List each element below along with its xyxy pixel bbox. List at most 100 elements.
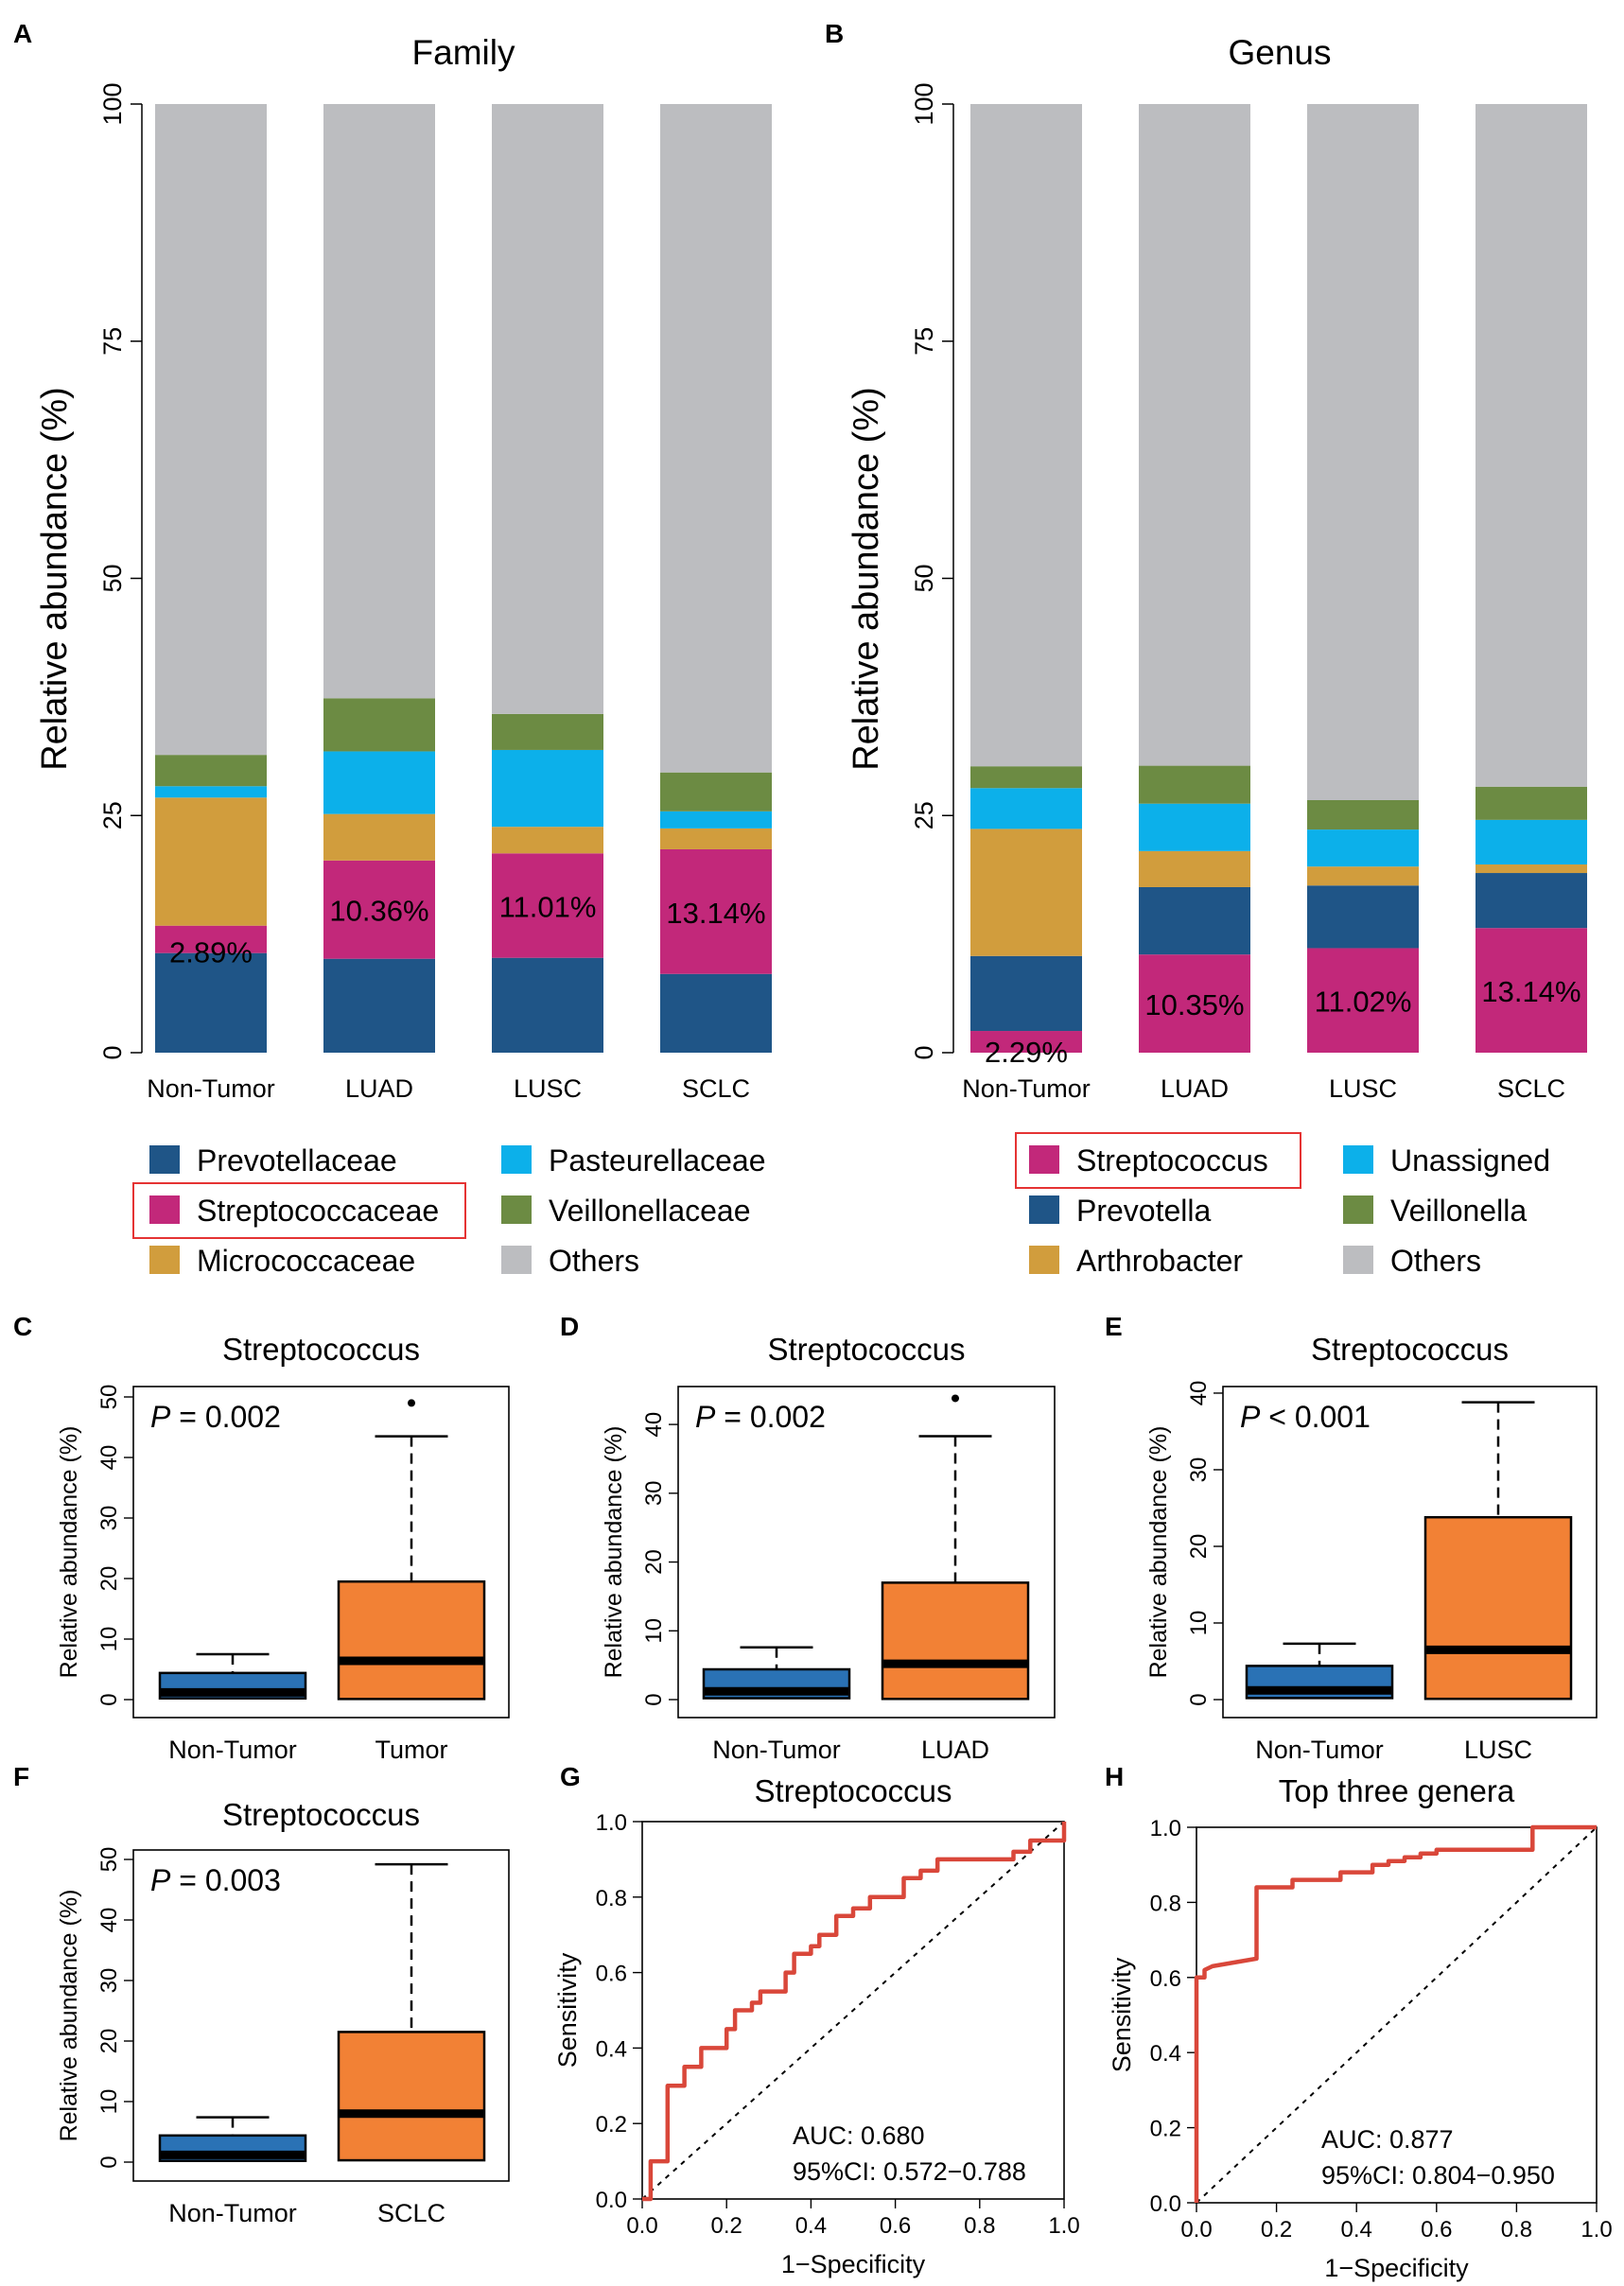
- y-axis-label: Sensitivity: [553, 1952, 582, 2068]
- legend-swatch: [1343, 1195, 1373, 1224]
- legend-swatch: [1343, 1145, 1373, 1174]
- reference-diagonal: [641, 1821, 1065, 2200]
- legend-swatch: [501, 1195, 532, 1224]
- x-category-label: LUAD: [921, 1736, 989, 1764]
- x-tick-label: 0.6: [880, 2213, 911, 2239]
- data-label: 10.36%: [329, 895, 428, 928]
- y-tick-label: 1.0: [596, 1810, 627, 1836]
- chart-title: Top three genera: [1279, 1773, 1515, 1808]
- bar-segment-veillonellaceae: [492, 713, 603, 750]
- x-tick-label: 0.8: [964, 2213, 995, 2239]
- plot-frame: [677, 1386, 1056, 1719]
- p-value: P < 0.001: [1240, 1400, 1371, 1434]
- x-category-label: LUSC: [1329, 1074, 1397, 1103]
- legend-swatch: [149, 1246, 180, 1274]
- x-category-label: LUAD: [345, 1074, 413, 1103]
- p-value: P = 0.003: [150, 1863, 281, 1897]
- chart-title: Family: [412, 33, 515, 72]
- bar-segment-prevotella: [970, 955, 1082, 1032]
- outlier-point: [408, 1399, 415, 1407]
- x-category-label: Non-Tumor: [712, 1736, 841, 1764]
- box-plot-c: Streptococcus 0 10 20 30 40 50 Relative abundan…: [56, 1332, 510, 1764]
- legend-swatch: [501, 1246, 532, 1274]
- x-category-label: Non-Tumor: [962, 1074, 1091, 1103]
- bar-segment-streptococcus: [1476, 928, 1587, 1053]
- stacked-bar-chart-a: Family 0 25 50 75 100 Relative abundance (%) No…: [35, 33, 772, 1103]
- roc-line: [1194, 1824, 1597, 2203]
- y-tick-label: 40: [641, 1412, 667, 1438]
- y-tick-label: 0.2: [596, 2112, 627, 2138]
- y-tick-label: 10: [96, 2089, 122, 2115]
- bar-segment-others: [1139, 104, 1250, 766]
- y-tick-label: 25: [910, 801, 938, 829]
- bar-segment-others: [1476, 104, 1587, 787]
- y-axis-label: Relative abundance (%): [56, 1426, 82, 1679]
- panel-label-e: E: [1105, 1312, 1123, 1341]
- auc-label: AUC: 0.680: [793, 2121, 925, 2150]
- panel-label-a: A: [13, 19, 32, 48]
- x-tick-label: 0.4: [795, 2213, 827, 2239]
- y-tick-label: 0: [1186, 1693, 1212, 1705]
- y-tick-label: 0.0: [596, 2188, 627, 2213]
- data-label: 13.14%: [1481, 975, 1580, 1008]
- bar-segment-unassigned: [1476, 819, 1587, 865]
- ci-label: 95%CI: 0.804−0.950: [1321, 2161, 1555, 2190]
- bar-segment-prevotellaceae: [155, 952, 267, 1053]
- x-category-label: LUAD: [1161, 1074, 1229, 1103]
- bar-segment-pasteurellaceae: [323, 751, 435, 814]
- y-tick-label: 20: [641, 1549, 667, 1575]
- bar-segment-micrococcaceae: [323, 813, 435, 861]
- box: [337, 2031, 486, 2162]
- auc-label: AUC: 0.877: [1321, 2125, 1454, 2154]
- legend-swatch: [1343, 1246, 1373, 1274]
- bar-segment-unassigned: [1139, 803, 1250, 851]
- bar-segment-veillonella: [1307, 800, 1419, 830]
- bar-segment-streptococcaceae: [323, 860, 435, 959]
- legend-swatch: [1029, 1246, 1059, 1274]
- x-tick-label: 0.8: [1501, 2217, 1532, 2242]
- legend-swatch: [149, 1195, 180, 1224]
- y-tick-label: 50: [98, 564, 127, 592]
- legend-label: Prevotella: [1076, 1194, 1212, 1228]
- y-axis-label: Relative abundance (%): [1145, 1426, 1172, 1679]
- legend-family: Prevotellaceae Streptococcaceae Micrococca…: [132, 1143, 765, 1278]
- y-tick-label: 0: [98, 1045, 127, 1059]
- bar-segment-others: [155, 104, 267, 756]
- box: [337, 1579, 486, 1701]
- legend-label: Streptococcaceae: [197, 1194, 439, 1228]
- bar-segment-streptococcaceae: [660, 848, 772, 974]
- legend-swatch: [501, 1145, 532, 1174]
- y-tick-label: 30: [96, 1506, 122, 1531]
- bar-segment-veillonellaceae: [323, 698, 435, 752]
- x-axis-label: 1−Specificity: [781, 2250, 926, 2278]
- bar-segment-veillonella: [1139, 765, 1250, 804]
- panel-label-g: G: [560, 1762, 581, 1791]
- x-category-label: LUSC: [1464, 1736, 1532, 1764]
- bar-segment-prevotellaceae: [660, 973, 772, 1053]
- y-tick-label: 1.0: [1150, 1816, 1181, 1841]
- box-plot-f: Streptococcus 0 10 20 30 40 50 Relative abundan…: [56, 1797, 510, 2227]
- bar-segment-streptococcus: [970, 1031, 1082, 1053]
- bar-segment-pasteurellaceae: [492, 749, 603, 828]
- y-tick-label: 10: [1186, 1611, 1212, 1636]
- bar-segment-streptococcaceae: [492, 853, 603, 958]
- bar-segment-arthrobacter: [1139, 850, 1250, 887]
- bar-segment-pasteurellaceae: [660, 811, 772, 829]
- bar-segment-veillonella: [1476, 786, 1587, 820]
- y-tick-label: 0.4: [596, 2036, 627, 2062]
- panel-label-h: H: [1105, 1762, 1124, 1791]
- x-tick-label: 0.2: [711, 2213, 742, 2239]
- y-tick-label: 20: [96, 2029, 122, 2054]
- y-tick-label: 25: [98, 801, 127, 829]
- ci-label: 95%CI: 0.572−0.788: [793, 2157, 1026, 2186]
- highlight-box: [1015, 1132, 1301, 1189]
- y-tick-label: 100: [910, 82, 938, 125]
- y-tick-label: 0: [910, 1045, 938, 1059]
- y-tick-label: 20: [1186, 1534, 1212, 1560]
- bar-segment-unassigned: [1307, 829, 1419, 867]
- x-category-label: SCLC: [1497, 1074, 1565, 1103]
- panel-label-f: F: [13, 1762, 29, 1791]
- x-category-label: Non-Tumor: [168, 2199, 297, 2227]
- y-tick-label: 100: [98, 82, 127, 125]
